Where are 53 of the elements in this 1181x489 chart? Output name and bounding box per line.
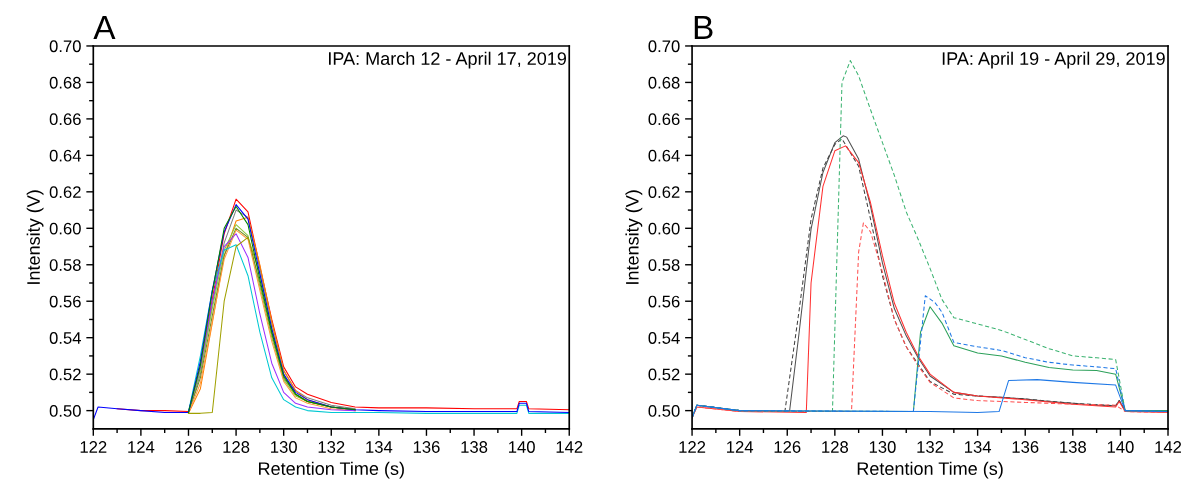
y-tick-label: 0.56 [49,295,81,308]
y-tick-label: 0.52 [648,368,680,381]
y-tick-label: 0.52 [49,368,81,381]
x-axis-title: Retention Time (s) [259,461,404,479]
x-tick-label: 132 [917,441,944,453]
y-tick-label: 0.54 [648,332,680,344]
x-tick-label: 140 [1107,441,1134,453]
y-tick-label: 0.64 [648,149,680,162]
y-axis-title: Intensity (V) [625,190,643,284]
y-tick-label: 0.60 [49,222,81,235]
x-tick-label: 134 [965,441,992,453]
y-tick-label: 0.50 [49,405,81,417]
chart-title: A [93,16,116,40]
y-tick-label: 0.58 [49,259,81,271]
y-tick-label: 0.70 [49,40,81,53]
y-tick-label: 0.62 [648,186,680,199]
x-tick-label: 122 [80,441,107,453]
y-axis-title: Intensity (V) [26,190,44,284]
annotation: IPA: April 19 - April 29, 2019 [942,51,1165,69]
y-tick-label: 0.60 [648,222,680,235]
x-tick-label: 130 [271,441,297,453]
y-tick-label: 0.58 [648,259,680,271]
y-tick-label: 0.50 [648,405,680,417]
y-tick-label: 0.68 [49,76,81,89]
x-tick-label: 142 [1155,441,1181,453]
x-tick-label: 126 [175,441,202,453]
y-tick-label: 0.68 [648,76,680,89]
y-tick-label: 0.66 [49,113,81,126]
x-tick-label: 122 [679,441,706,453]
x-tick-label: 138 [1060,441,1086,453]
x-tick-label: 136 [1012,441,1039,453]
y-tick-label: 0.70 [648,40,680,53]
x-axis-title: Retention Time (s) [857,461,1003,479]
y-tick-label: 0.56 [648,295,680,308]
x-tick-label: 124 [128,441,155,453]
y-tick-label: 0.54 [49,332,82,344]
chart-title: B [694,16,713,40]
x-tick-label: 134 [366,441,393,453]
x-tick-label: 136 [413,441,440,453]
x-tick-label: 128 [822,441,849,453]
x-tick-label: 128 [223,441,250,453]
x-tick-label: 126 [774,441,801,453]
x-tick-label: 142 [556,441,583,453]
y-tick-label: 0.64 [49,149,82,162]
x-tick-label: 130 [869,441,896,453]
annotation: IPA: March 12 - April 17, 2019 [329,51,567,69]
x-tick-label: 124 [727,441,754,453]
x-tick-label: 140 [509,441,535,453]
x-tick-label: 132 [318,441,345,453]
line-series [187,244,570,414]
y-tick-label: 0.66 [648,113,680,126]
y-tick-label: 0.62 [49,186,81,199]
x-tick-label: 138 [461,441,488,453]
